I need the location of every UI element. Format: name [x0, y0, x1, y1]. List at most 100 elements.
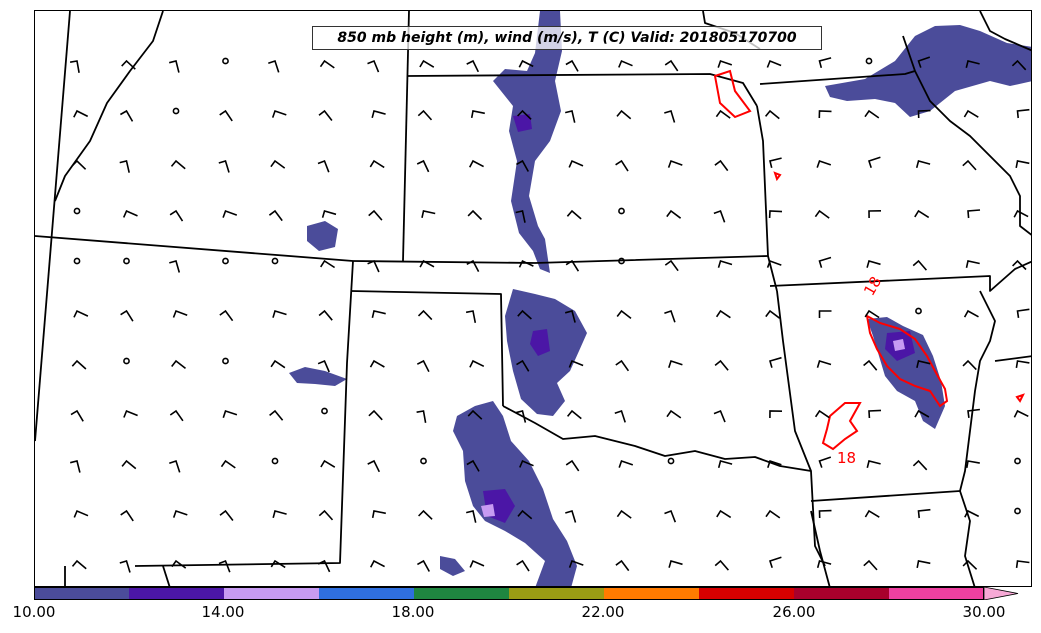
wind-barb [765, 509, 781, 519]
wind-barb [171, 359, 186, 370]
wind-barb [169, 209, 184, 222]
wind-barb [271, 109, 287, 118]
wind-barb [564, 310, 576, 323]
wind-barb [965, 60, 980, 68]
wind-barb [765, 309, 781, 319]
contour-label: 18 [860, 273, 885, 299]
shaded-region-texas-south [440, 556, 465, 576]
border-mississippi-river [959, 290, 996, 586]
wind-barb [864, 309, 880, 319]
wind-barb [714, 559, 730, 571]
wind-barb [172, 309, 188, 318]
wind-barb [369, 159, 385, 169]
colorbar-tick-label: 14.00 [201, 603, 245, 621]
wind-barb [122, 209, 138, 218]
wind-barb [321, 210, 337, 218]
wind-barb [515, 210, 526, 223]
shaded-peak-tx [481, 504, 495, 517]
wind-barb [963, 309, 979, 318]
wind-barb [1015, 160, 1030, 169]
colorbar-segment [794, 587, 889, 600]
contour-label: 18 [837, 449, 856, 467]
wind-barb [566, 209, 582, 220]
wind-barb [73, 309, 89, 318]
wind-barb [917, 56, 931, 68]
wind-barb [1016, 308, 1030, 319]
wind-barb [565, 510, 577, 523]
wind-barb [268, 209, 283, 222]
shaded-region-colorado-spot [307, 221, 338, 251]
border-mo-ar [769, 260, 1031, 292]
wind-barb [816, 159, 832, 168]
wind-barb-layer [69, 56, 1030, 573]
wind-barb [714, 159, 729, 172]
wind-barb [664, 59, 679, 72]
wind-barb [369, 359, 385, 368]
wind-barb [962, 359, 977, 371]
wind-barb [868, 210, 882, 219]
wind-barb [767, 459, 782, 468]
wind-barb [614, 409, 626, 423]
wind-barb [70, 409, 84, 422]
wind-barb [417, 559, 431, 572]
wind-barb [371, 510, 386, 519]
wind-barb [1013, 409, 1029, 418]
border-ks-ok-north [352, 255, 769, 264]
calm-wind-marker [915, 307, 922, 315]
border-ok-ar [776, 290, 826, 567]
wind-barb [517, 109, 532, 120]
wind-barb [418, 509, 433, 520]
wind-barb [962, 559, 978, 570]
map-canvas: 18 18 [35, 11, 1031, 586]
wind-barb [270, 359, 286, 369]
wind-barb [169, 260, 181, 273]
wind-barb [470, 110, 485, 119]
colorbar-tick-label: 18.00 [391, 603, 435, 621]
wind-barb [169, 459, 181, 473]
calm-wind-marker [321, 407, 328, 415]
wind-barb [73, 509, 89, 518]
wind-barb [816, 560, 832, 569]
calm-wind-marker [73, 257, 81, 265]
colorbar-tick-label: 10.00 [12, 603, 56, 621]
colorbar-tick-label: 26.00 [772, 603, 816, 621]
wind-barb [769, 356, 782, 368]
wind-barb [713, 209, 726, 223]
wind-barb [73, 109, 89, 118]
wind-barb [368, 209, 383, 221]
wind-barb [465, 310, 477, 323]
wind-barb [317, 559, 331, 573]
wind-barb [371, 310, 386, 318]
wind-barb [717, 59, 733, 68]
calm-wind-marker [222, 257, 229, 265]
calm-wind-marker [420, 457, 427, 465]
wind-barb [618, 459, 634, 468]
wind-barb [416, 159, 430, 173]
wind-barb [518, 259, 534, 268]
border-ar-ms [994, 355, 1031, 362]
wind-barb [119, 560, 131, 573]
wind-barb [568, 159, 584, 168]
wind-barb [270, 559, 286, 569]
wind-barb [667, 159, 683, 168]
temperature-contours [713, 69, 1025, 451]
wind-barb [715, 309, 731, 319]
wind-barb [769, 410, 783, 419]
wind-barb [516, 559, 530, 572]
calm-wind-marker [271, 257, 279, 265]
colorbar-segment [604, 587, 699, 600]
wind-barb [319, 59, 335, 69]
wind-barb [320, 259, 336, 269]
wind-barb [120, 109, 134, 122]
wind-barb [518, 59, 534, 68]
contour-small-kansas [773, 171, 782, 182]
border-iowa-east [979, 11, 1031, 52]
colorbar-segment [414, 587, 509, 600]
wind-barb [766, 59, 782, 68]
wind-barb [120, 309, 134, 322]
wind-barb [917, 109, 931, 119]
wind-barb [964, 509, 980, 518]
wind-barb [318, 509, 334, 521]
wind-barb [417, 309, 433, 321]
border-mo-river-east [902, 35, 1031, 236]
